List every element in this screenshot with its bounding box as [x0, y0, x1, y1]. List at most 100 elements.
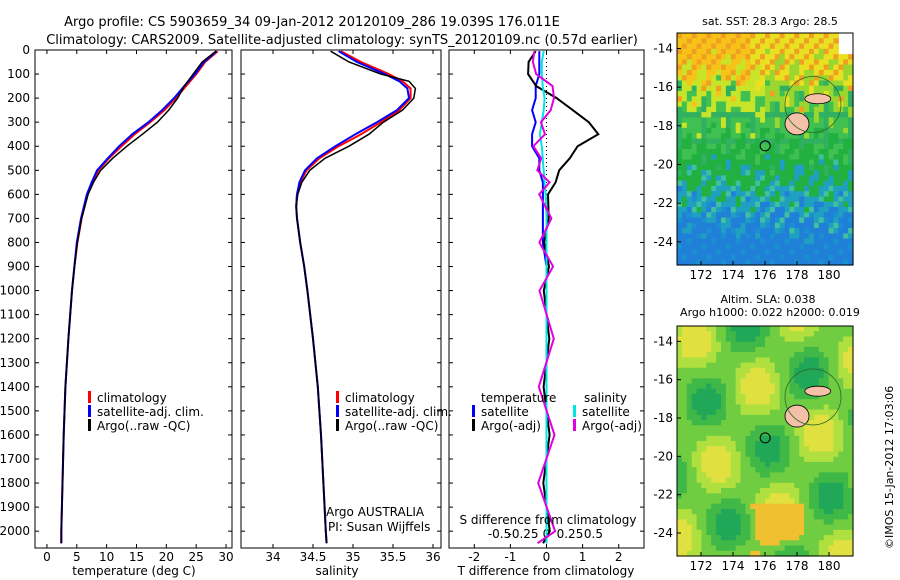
map-cell [784, 243, 791, 250]
series-line-climatology [60, 50, 219, 544]
map-cell [725, 196, 732, 203]
map-cell [701, 64, 707, 71]
map-cell [843, 217, 849, 224]
map-cell [740, 519, 747, 526]
series-line-satellite [60, 50, 218, 544]
map-cell [765, 346, 771, 353]
map-cell [838, 472, 844, 479]
map-cell [691, 228, 698, 234]
map-cell [696, 341, 703, 348]
map-cell [725, 550, 732, 557]
map-cell [799, 425, 805, 432]
map-cell [706, 545, 712, 552]
map-cell [779, 409, 786, 416]
map-cell [838, 326, 844, 332]
map-cell [774, 85, 781, 92]
map-cell [677, 362, 683, 369]
map-cell [740, 75, 747, 82]
map-cell [716, 498, 722, 505]
map-cell [686, 493, 693, 500]
map-cell [725, 259, 732, 266]
map-cell [721, 388, 727, 395]
argo-float-marker [759, 140, 771, 152]
map-cell [779, 175, 786, 182]
map-cell [716, 117, 722, 124]
map-cell [848, 207, 854, 213]
map-cell [681, 164, 688, 171]
map-cell [769, 196, 776, 203]
map-cell [701, 404, 707, 411]
y-tick-label: 1000 [0, 284, 30, 298]
map-cell [691, 524, 698, 531]
map-cell [784, 54, 791, 60]
map-cell [779, 133, 786, 140]
map-cell [740, 341, 747, 348]
map-cell [691, 461, 698, 468]
map-cell [760, 383, 766, 390]
map-cell [681, 233, 688, 240]
map-cell [677, 545, 683, 552]
map-cell [711, 96, 717, 103]
map-cell [784, 503, 791, 510]
map-cell [740, 117, 747, 124]
map-cell [740, 127, 747, 134]
map-cell [799, 331, 805, 337]
map-cell [843, 446, 849, 452]
map-cell [809, 341, 815, 348]
x-tick-label: 0 [43, 550, 51, 564]
map-cell [765, 217, 771, 224]
map-cell [818, 529, 825, 536]
map-cell [838, 493, 844, 500]
map-cell [745, 85, 751, 92]
map-cell [696, 259, 703, 266]
map-cell [681, 435, 688, 442]
map-cell [711, 430, 717, 437]
map-cell [760, 48, 766, 55]
map-cell [799, 394, 805, 400]
map-cell [843, 170, 849, 176]
map-cell [813, 357, 820, 364]
map-cell [725, 529, 732, 536]
map-cell [677, 425, 683, 432]
legend-label-t-satellite: satellite [481, 405, 529, 419]
map-cell [774, 409, 781, 416]
map-cell [721, 185, 727, 192]
map-cell [838, 404, 844, 411]
map-cell [818, 420, 825, 426]
map-cell [745, 498, 751, 505]
map-cell [784, 540, 791, 547]
map-cell [740, 362, 747, 369]
map-cell [711, 545, 717, 552]
map-cell [745, 352, 751, 358]
map-cell [799, 138, 805, 145]
map-cell [823, 54, 830, 60]
map-cell [774, 170, 781, 176]
y-tick-label: -16 [653, 80, 673, 94]
map-cell [760, 133, 766, 140]
x-tick-label: 178 [786, 559, 809, 573]
map-cell [833, 217, 839, 224]
map-cell [765, 133, 771, 140]
map-cell [677, 540, 683, 547]
map-cell [750, 249, 756, 256]
map-cell [760, 498, 766, 505]
map-cell [789, 357, 795, 364]
map-cell [774, 362, 781, 369]
map-cell [765, 249, 771, 256]
map-cell [804, 196, 810, 203]
map-cell [750, 69, 756, 76]
map-cell [706, 529, 712, 536]
map-cell [735, 420, 742, 426]
map-cell [745, 48, 751, 55]
map-cell [848, 243, 854, 250]
map-cell [779, 509, 786, 515]
map-cell [740, 85, 747, 92]
map-cell [721, 191, 727, 198]
map-cell [828, 524, 835, 531]
map-cell [799, 254, 805, 261]
map-cell [711, 341, 717, 348]
map-cell [769, 425, 776, 432]
map-cell [818, 201, 825, 208]
map-cell [848, 414, 854, 421]
map-cell [833, 399, 839, 405]
